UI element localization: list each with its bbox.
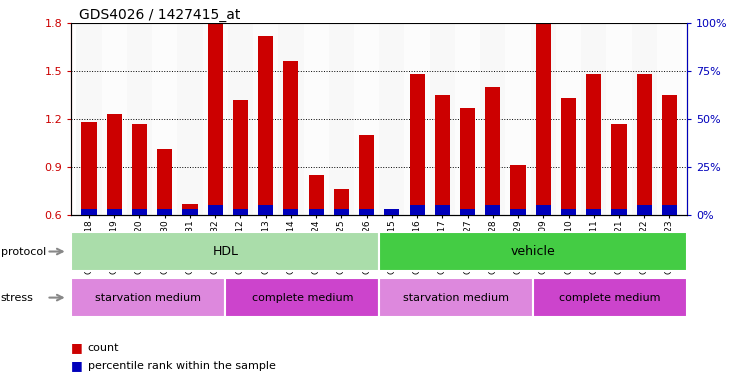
Bar bbox=[435, 205, 450, 215]
Bar bbox=[203, 23, 228, 215]
Text: vehicle: vehicle bbox=[511, 245, 556, 258]
Bar bbox=[233, 100, 248, 311]
Bar bbox=[385, 209, 400, 215]
Text: starvation medium: starvation medium bbox=[403, 293, 509, 303]
Bar bbox=[359, 135, 374, 311]
Bar bbox=[207, 205, 223, 215]
Bar bbox=[455, 23, 480, 215]
Bar bbox=[611, 124, 626, 311]
Bar bbox=[81, 209, 97, 215]
Bar bbox=[657, 23, 682, 215]
Bar bbox=[132, 209, 147, 215]
Bar bbox=[460, 209, 475, 215]
Bar bbox=[531, 23, 556, 215]
Bar bbox=[279, 23, 303, 215]
Bar bbox=[359, 209, 374, 215]
Bar bbox=[225, 278, 379, 317]
Bar bbox=[258, 36, 273, 311]
Bar bbox=[480, 23, 505, 215]
Bar bbox=[157, 149, 172, 311]
Bar bbox=[587, 74, 602, 311]
Bar bbox=[535, 23, 551, 311]
Text: GDS4026 / 1427415_at: GDS4026 / 1427415_at bbox=[79, 8, 240, 22]
Bar bbox=[233, 209, 248, 215]
Bar bbox=[632, 23, 657, 215]
Bar bbox=[157, 209, 172, 215]
Bar bbox=[460, 108, 475, 311]
Bar bbox=[561, 98, 576, 311]
Bar bbox=[132, 124, 147, 311]
Bar bbox=[101, 23, 127, 215]
Bar bbox=[71, 232, 379, 271]
Bar bbox=[581, 23, 606, 215]
Bar bbox=[177, 23, 203, 215]
Bar bbox=[334, 209, 349, 215]
Bar bbox=[511, 166, 526, 311]
Bar bbox=[354, 23, 379, 215]
Bar bbox=[77, 23, 101, 215]
Bar bbox=[637, 74, 652, 311]
Bar bbox=[611, 209, 626, 215]
Text: complete medium: complete medium bbox=[559, 293, 661, 303]
Text: percentile rank within the sample: percentile rank within the sample bbox=[88, 361, 276, 371]
Bar bbox=[182, 209, 198, 215]
Bar bbox=[253, 23, 279, 215]
Bar bbox=[533, 278, 687, 317]
Bar bbox=[430, 23, 455, 215]
Bar bbox=[258, 205, 273, 215]
Bar bbox=[435, 95, 450, 311]
Text: ■: ■ bbox=[71, 359, 83, 372]
Bar bbox=[385, 210, 400, 311]
Text: protocol: protocol bbox=[1, 247, 46, 257]
Bar bbox=[71, 278, 225, 317]
Bar bbox=[228, 23, 253, 215]
Bar bbox=[379, 23, 405, 215]
Text: complete medium: complete medium bbox=[252, 293, 353, 303]
Bar bbox=[334, 189, 349, 311]
Bar bbox=[606, 23, 632, 215]
Bar bbox=[485, 87, 500, 311]
Bar bbox=[182, 204, 198, 311]
Text: HDL: HDL bbox=[213, 245, 238, 258]
Bar bbox=[107, 209, 122, 215]
Text: stress: stress bbox=[1, 293, 34, 303]
Bar bbox=[637, 205, 652, 215]
Text: ■: ■ bbox=[71, 341, 83, 354]
Text: count: count bbox=[88, 343, 119, 353]
Bar bbox=[283, 61, 298, 311]
Bar bbox=[81, 122, 97, 311]
Bar bbox=[207, 23, 223, 311]
Bar bbox=[511, 209, 526, 215]
Text: starvation medium: starvation medium bbox=[95, 293, 201, 303]
Bar bbox=[107, 114, 122, 311]
Bar bbox=[329, 23, 354, 215]
Bar bbox=[303, 23, 329, 215]
Bar bbox=[505, 23, 531, 215]
Bar bbox=[283, 209, 298, 215]
Bar bbox=[587, 209, 602, 215]
Bar bbox=[309, 175, 324, 311]
Bar bbox=[535, 205, 551, 215]
Bar bbox=[405, 23, 430, 215]
Bar bbox=[485, 205, 500, 215]
Bar bbox=[379, 232, 687, 271]
Bar bbox=[379, 278, 533, 317]
Bar bbox=[152, 23, 177, 215]
Bar bbox=[662, 205, 677, 215]
Bar bbox=[409, 74, 424, 311]
Bar bbox=[127, 23, 152, 215]
Bar bbox=[561, 209, 576, 215]
Bar bbox=[409, 205, 424, 215]
Bar bbox=[309, 209, 324, 215]
Bar bbox=[662, 95, 677, 311]
Bar bbox=[556, 23, 581, 215]
